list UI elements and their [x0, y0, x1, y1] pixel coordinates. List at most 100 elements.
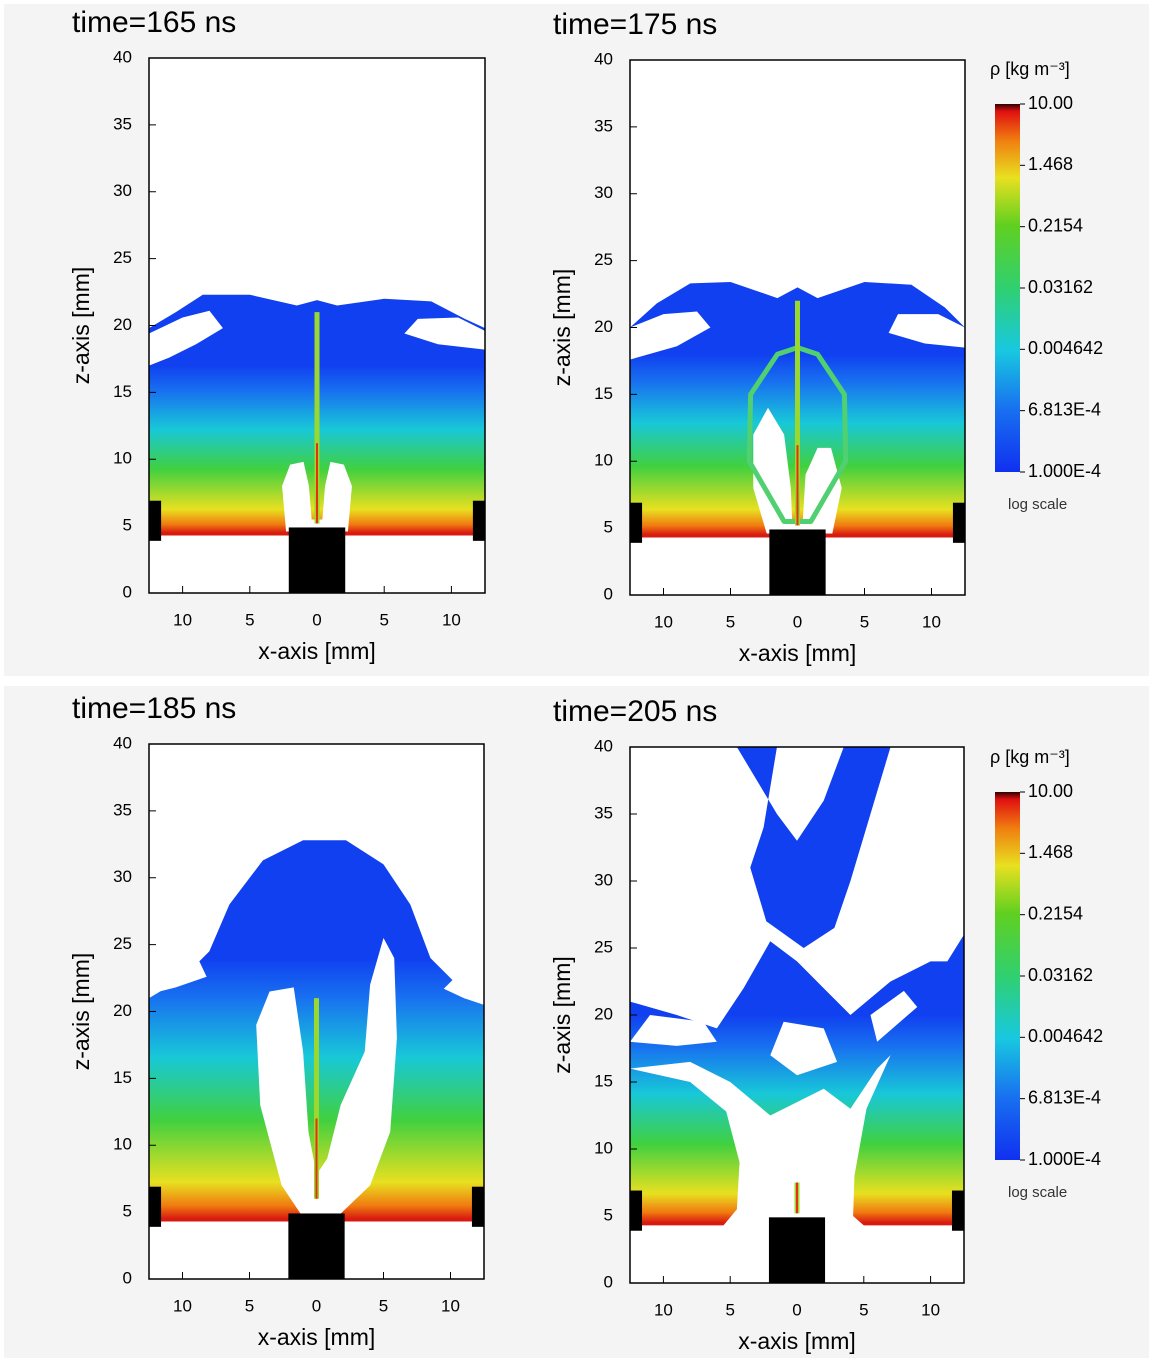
x-tick-label: 5	[726, 612, 735, 631]
electrode	[951, 1190, 964, 1231]
y-tick-label: 10	[594, 451, 613, 470]
y-tick-label: 5	[123, 516, 132, 535]
x-tick-label: 5	[245, 610, 254, 629]
colorbar-tick-label: 0.2154	[1028, 215, 1083, 235]
y-tick-label: 5	[604, 518, 613, 537]
y-tick-label: 40	[113, 733, 132, 752]
x-tick-label: 10	[654, 612, 673, 631]
electrode	[952, 502, 965, 543]
colorbar-scale-label: log scale	[1008, 496, 1067, 513]
x-tick-label: 5	[379, 1296, 388, 1315]
x-tick-label: 0	[792, 1300, 801, 1319]
vacuum-region	[443, 974, 484, 1005]
panel-title: time=205 ns	[553, 695, 717, 728]
x-tick-label: 5	[860, 612, 869, 631]
y-tick-label: 20	[594, 317, 613, 336]
x-tick-label: 0	[312, 1296, 321, 1315]
y-tick-label: 25	[594, 250, 613, 269]
y-tick-label: 10	[113, 1135, 132, 1154]
vacuum-region	[630, 1015, 717, 1046]
y-tick-label: 30	[113, 181, 132, 200]
vacuum-region	[256, 937, 397, 1218]
y-tick-label: 0	[123, 1268, 132, 1287]
y-tick-label: 30	[113, 867, 132, 886]
x-tick-label: 10	[654, 1300, 673, 1319]
colorbar-tick-label: 10.00	[1028, 93, 1073, 113]
plume	[746, 345, 849, 524]
colorbar-label: ρ [kg m⁻³]	[990, 59, 1070, 79]
x-tick-label: 5	[379, 610, 388, 629]
electrode	[472, 500, 485, 541]
electrode	[149, 500, 162, 541]
colorbar-tick-label: 6.813E-4	[1028, 399, 1101, 419]
y-tick-label: 5	[123, 1202, 132, 1221]
y-tick-label: 40	[113, 47, 132, 66]
y-tick-label: 30	[594, 183, 613, 202]
x-axis-label: x-axis [mm]	[258, 638, 376, 664]
colorbar-tick-label: 6.813E-4	[1028, 1087, 1101, 1107]
x-tick-label: 10	[922, 612, 941, 631]
y-tick-label: 35	[113, 114, 132, 133]
nozzle	[768, 1217, 826, 1283]
y-tick-label: 20	[113, 315, 132, 334]
colorbar-scale-label: log scale	[1008, 1184, 1067, 1201]
colorbar-tick-label: 1.000E-4	[1028, 461, 1101, 481]
y-tick-label: 15	[594, 384, 613, 403]
y-tick-label: 5	[604, 1205, 613, 1224]
x-tick-label: 10	[921, 1300, 940, 1319]
electrode	[630, 1190, 643, 1231]
vacuum-region	[149, 310, 223, 366]
colorbar-tick-label: 1.468	[1028, 154, 1073, 174]
y-tick-label: 0	[604, 584, 613, 603]
electrode	[471, 1186, 484, 1227]
x-axis-label: x-axis [mm]	[738, 1328, 856, 1354]
colorbar-tick-label: 1.000E-4	[1028, 1149, 1101, 1169]
density-field	[149, 744, 484, 1279]
colorbar-label: ρ [kg m⁻³]	[990, 747, 1070, 767]
y-tick-label: 40	[594, 736, 613, 755]
y-tick-label: 20	[594, 1004, 613, 1023]
plasma-region	[630, 1068, 740, 1226]
y-tick-label: 15	[113, 382, 132, 401]
x-axis-label: x-axis [mm]	[258, 1324, 376, 1350]
panel-title: time=175 ns	[553, 8, 717, 41]
colorbar	[995, 792, 1020, 1160]
x-tick-label: 10	[442, 610, 461, 629]
y-tick-label: 25	[113, 934, 132, 953]
colorbar-tick-label: 0.004642	[1028, 338, 1103, 358]
colorbar-tick-label: 10.00	[1028, 781, 1073, 801]
y-axis-label: z-axis [mm]	[549, 269, 575, 387]
y-tick-label: 10	[113, 449, 132, 468]
vacuum-region	[630, 311, 711, 360]
vacuum-region	[770, 1021, 838, 1076]
density-field	[630, 747, 964, 1283]
x-axis-label: x-axis [mm]	[739, 640, 857, 666]
y-axis-label: z-axis [mm]	[68, 267, 94, 385]
y-tick-label: 0	[604, 1272, 613, 1291]
y-tick-label: 15	[594, 1071, 613, 1090]
y-axis-label: z-axis [mm]	[68, 953, 94, 1071]
y-tick-label: 15	[113, 1068, 132, 1087]
x-tick-label: 10	[441, 1296, 460, 1315]
electrode	[149, 1186, 162, 1227]
plasma-region	[736, 747, 891, 948]
x-tick-label: 5	[725, 1300, 734, 1319]
vacuum-region	[149, 953, 207, 995]
x-tick-label: 0	[312, 610, 321, 629]
x-tick-label: 5	[859, 1300, 868, 1319]
y-tick-label: 35	[594, 116, 613, 135]
y-tick-label: 0	[123, 582, 132, 601]
y-tick-label: 40	[594, 49, 613, 68]
y-axis-label: z-axis [mm]	[549, 956, 575, 1074]
nozzle	[288, 1213, 345, 1279]
colorbar	[995, 104, 1020, 472]
vacuum-region	[404, 317, 485, 350]
density-field	[630, 60, 965, 595]
nozzle	[769, 529, 826, 595]
colorbar-tick-label: 1.468	[1028, 842, 1073, 862]
vacuum-region	[888, 314, 965, 348]
density-field	[149, 58, 485, 593]
vacuum-region	[870, 990, 918, 1042]
y-tick-label: 20	[113, 1001, 132, 1020]
y-tick-label: 10	[594, 1138, 613, 1157]
